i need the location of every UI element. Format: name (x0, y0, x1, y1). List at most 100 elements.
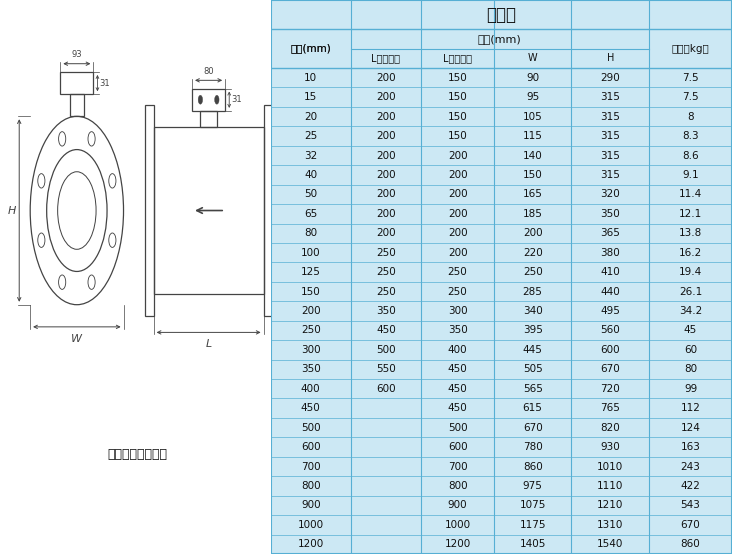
Text: 13.8: 13.8 (679, 228, 702, 238)
Text: 112: 112 (681, 403, 701, 413)
Bar (192, 89, 225, 111)
Text: 1010: 1010 (597, 461, 624, 471)
Text: L: L (206, 339, 212, 349)
Text: 200: 200 (523, 228, 542, 238)
Text: 80: 80 (305, 228, 317, 238)
Text: 670: 670 (600, 365, 620, 375)
Text: 300: 300 (448, 306, 468, 316)
Text: 口径(mm): 口径(mm) (291, 44, 331, 54)
Text: 800: 800 (448, 481, 468, 491)
Text: 1210: 1210 (597, 500, 624, 510)
Bar (70, 94, 83, 116)
Text: 8.6: 8.6 (682, 151, 699, 161)
Text: 243: 243 (681, 461, 701, 471)
Text: 7.5: 7.5 (682, 73, 699, 83)
Text: 90: 90 (526, 73, 539, 83)
Text: 20: 20 (305, 112, 317, 122)
Text: 1405: 1405 (520, 539, 546, 549)
Bar (264, 105, 272, 316)
Text: 200: 200 (376, 92, 396, 102)
Text: 10: 10 (305, 73, 317, 83)
Text: 140: 140 (523, 151, 542, 161)
Text: 220: 220 (523, 248, 542, 258)
Text: 1075: 1075 (520, 500, 546, 510)
Text: 15: 15 (304, 92, 318, 102)
Text: 200: 200 (376, 228, 396, 238)
Text: 法兰形（分体型）: 法兰形（分体型） (108, 448, 167, 461)
Text: 1000: 1000 (298, 520, 324, 530)
Text: 200: 200 (376, 189, 396, 199)
Text: 31: 31 (100, 79, 111, 88)
Text: 40: 40 (305, 170, 317, 180)
Text: 700: 700 (301, 461, 321, 471)
Text: 200: 200 (376, 170, 396, 180)
Text: 1540: 1540 (597, 539, 624, 549)
Text: 365: 365 (600, 228, 620, 238)
Text: 422: 422 (681, 481, 701, 491)
Bar (154, 127, 264, 294)
Text: 560: 560 (600, 325, 620, 336)
Text: 250: 250 (448, 286, 468, 296)
Text: 115: 115 (523, 131, 542, 141)
Text: 765: 765 (600, 403, 620, 413)
Text: 19.4: 19.4 (679, 267, 702, 277)
Text: 165: 165 (523, 189, 542, 199)
Text: 600: 600 (376, 384, 396, 394)
Text: 500: 500 (448, 423, 468, 433)
Text: 543: 543 (681, 500, 701, 510)
Text: 32: 32 (304, 151, 318, 161)
Text: 99: 99 (684, 384, 697, 394)
Text: 163: 163 (681, 442, 701, 452)
Text: 670: 670 (523, 423, 542, 433)
Text: 820: 820 (600, 423, 620, 433)
Text: 615: 615 (523, 403, 542, 413)
Text: 400: 400 (301, 384, 321, 394)
Text: 150: 150 (523, 170, 542, 180)
Bar (201, 111, 217, 127)
Text: 450: 450 (448, 384, 468, 394)
Text: 80: 80 (684, 365, 697, 375)
Text: 150: 150 (448, 112, 468, 122)
Text: L（橡胶）: L（橡胶） (443, 53, 472, 63)
Text: 150: 150 (448, 73, 468, 83)
Text: 315: 315 (600, 92, 620, 102)
Text: H: H (607, 53, 614, 63)
Text: 200: 200 (376, 73, 396, 83)
Text: 400: 400 (448, 345, 468, 355)
Text: 9.1: 9.1 (682, 170, 699, 180)
Text: 350: 350 (600, 209, 620, 219)
Text: 45: 45 (684, 325, 697, 336)
Text: 250: 250 (301, 325, 321, 336)
Text: 150: 150 (301, 286, 321, 296)
Text: 60: 60 (684, 345, 697, 355)
Text: 450: 450 (376, 325, 396, 336)
Text: 500: 500 (376, 345, 396, 355)
Text: 250: 250 (376, 286, 396, 296)
Text: 250: 250 (523, 267, 542, 277)
Text: 185: 185 (523, 209, 542, 219)
Text: 250: 250 (376, 248, 396, 258)
Text: 分体式: 分体式 (487, 6, 516, 24)
Text: 600: 600 (301, 442, 321, 452)
Text: 200: 200 (376, 131, 396, 141)
Text: 285: 285 (523, 286, 542, 296)
Text: 450: 450 (301, 403, 321, 413)
Text: 200: 200 (448, 209, 468, 219)
Text: 450: 450 (448, 403, 468, 413)
Bar (146, 105, 154, 316)
Text: 100: 100 (301, 248, 321, 258)
Text: 31: 31 (231, 95, 242, 104)
Text: 290: 290 (600, 73, 620, 83)
Text: 930: 930 (600, 442, 620, 452)
Text: 975: 975 (523, 481, 542, 491)
Text: 105: 105 (523, 112, 542, 122)
Text: 565: 565 (523, 384, 542, 394)
Text: 8: 8 (687, 112, 694, 122)
Text: 780: 780 (523, 442, 542, 452)
Text: 350: 350 (376, 306, 396, 316)
Text: 65: 65 (304, 209, 318, 219)
Text: 150: 150 (448, 131, 468, 141)
Text: 1310: 1310 (597, 520, 624, 530)
Text: 700: 700 (448, 461, 468, 471)
Text: 150: 150 (448, 92, 468, 102)
